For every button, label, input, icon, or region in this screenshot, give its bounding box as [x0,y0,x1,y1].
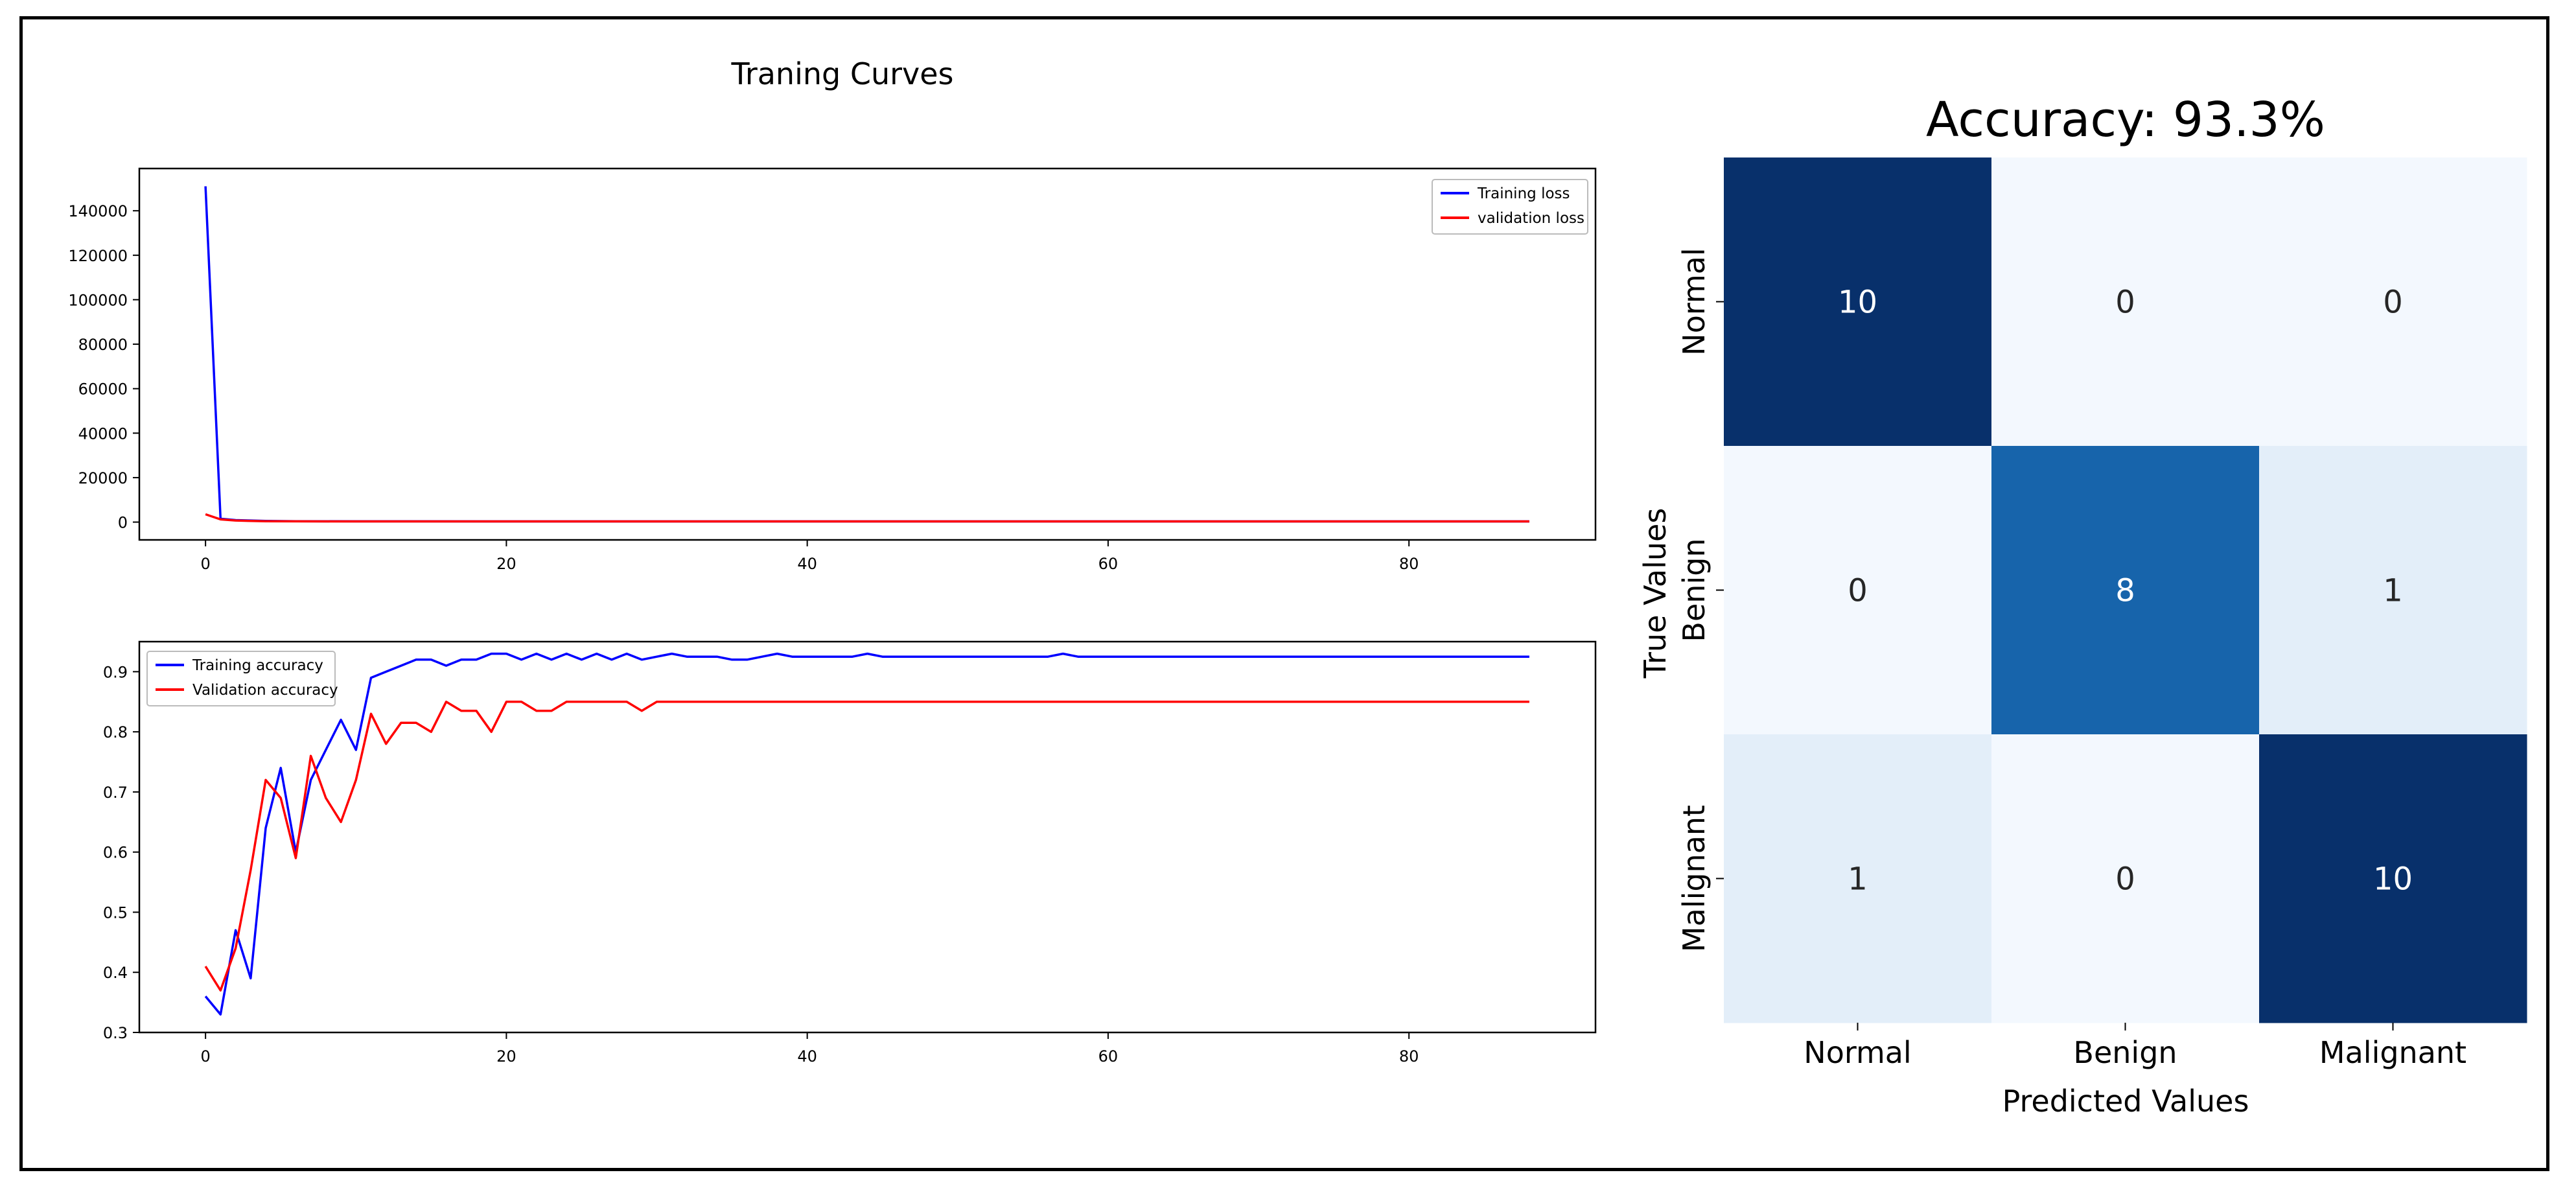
figure-frame: Traning Curves 0 20000 40000 60000 80000 1000… [19,16,2549,1171]
y-tick-label: 0.9 [103,663,128,681]
heatmap-cell [1991,157,2260,447]
y-category-label: Benign [1677,538,1712,642]
cell-annotation: 0 [1848,573,1868,609]
confusion-matrix-ylabel: True Values [1638,508,1673,679]
accuracy-plot-area [138,640,1597,1034]
y-tick-label: 20000 [78,469,128,487]
legend-label-validation-loss: validation loss [1478,210,1584,227]
figure-canvas: Traning Curves 0200004000060000800001000… [68,56,2527,1119]
loss-legend: Training loss validation loss [1432,179,1588,235]
loss-chart-title: Traning Curves [730,56,953,91]
heatmap-cell [1724,157,1992,447]
y-tick-label: 60000 [78,380,128,399]
y-tick-label: 0.6 [103,844,128,862]
y-category-label: Normal [1677,248,1712,355]
x-category-label: Normal [1804,1035,1911,1070]
loss-plot-area [138,167,1597,541]
heatmap-cell [2259,734,2527,1023]
x-category-label: Benign [2073,1035,2177,1070]
confusion-matrix-xlabel: Predicted Values [2002,1084,2249,1119]
x-tick-label: 40 [797,555,817,573]
heatmap-cell [1724,446,1992,735]
y-tick-label: 0 [118,514,128,532]
y-tick-label: 140000 [68,202,128,220]
cell-annotation: 1 [1848,861,1868,898]
cell-annotation: 0 [2383,285,2403,321]
y-tick-label: 0.5 [103,903,128,922]
cell-annotation: 8 [2115,573,2135,609]
y-category-label: Malignant [1677,805,1712,952]
series-line-training-accuracy [204,652,1529,1016]
heatmap-cell [1991,734,2260,1023]
x-tick-label: 80 [1399,1047,1419,1066]
cell-annotation: 10 [2373,861,2413,898]
y-tick-label: 0.8 [103,723,128,741]
cell-annotation: 0 [2115,861,2135,898]
cell-annotation: 1 [2383,573,2403,609]
heatmap-cell [1724,734,1992,1023]
y-tick-label: 0.7 [103,784,128,802]
x-tick-label: 0 [200,555,210,573]
x-tick-label: 20 [496,555,516,573]
x-tick-label: 40 [797,1047,817,1066]
series-line-validation-accuracy [204,701,1529,992]
confusion-matrix-title: Accuracy: 93.3% [1926,92,2325,148]
legend-label-training-loss: Training loss [1477,185,1570,202]
x-tick-label: 0 [200,1047,210,1066]
heatmap-cell [2259,446,2527,735]
confusion-matrix: Accuracy: 93.3% 10 0 00 8 11 0 10 Normal Benign… [1638,92,2527,1119]
y-tick-label: 0.3 [103,1024,128,1042]
heatmap-cell [2259,157,2527,447]
x-tick-label: 20 [496,1047,516,1066]
loss-chart: Traning Curves 0 20000 40000 60000 80000 1000… [68,56,1597,573]
accuracy-legend: Training accuracy Validation accuracy [146,651,338,706]
x-tick-label: 60 [1098,555,1119,573]
x-tick-label: 80 [1399,555,1419,573]
series-line-validation-loss [205,513,1529,523]
x-tick-label: 60 [1098,1047,1119,1066]
cell-annotation: 0 [2115,285,2135,321]
y-tick-label: 100000 [68,291,128,309]
legend-label-training-accuracy: Training accuracy [192,657,323,674]
x-category-label: Malignant [2319,1035,2466,1070]
legend-label-validation-accuracy: Validation accuracy [192,682,338,699]
cell-annotation: 10 [1838,285,1877,321]
heatmap-cell [1991,446,2260,735]
y-tick-label: 80000 [78,336,128,354]
y-tick-label: 120000 [68,247,128,265]
y-tick-label: 0.4 [103,964,128,982]
y-tick-label: 40000 [78,425,128,443]
accuracy-chart: 0.3 0.4 0.5 0.6 0.7 0.8 0.9 0 20 40 60 80 Training… [103,640,1597,1066]
